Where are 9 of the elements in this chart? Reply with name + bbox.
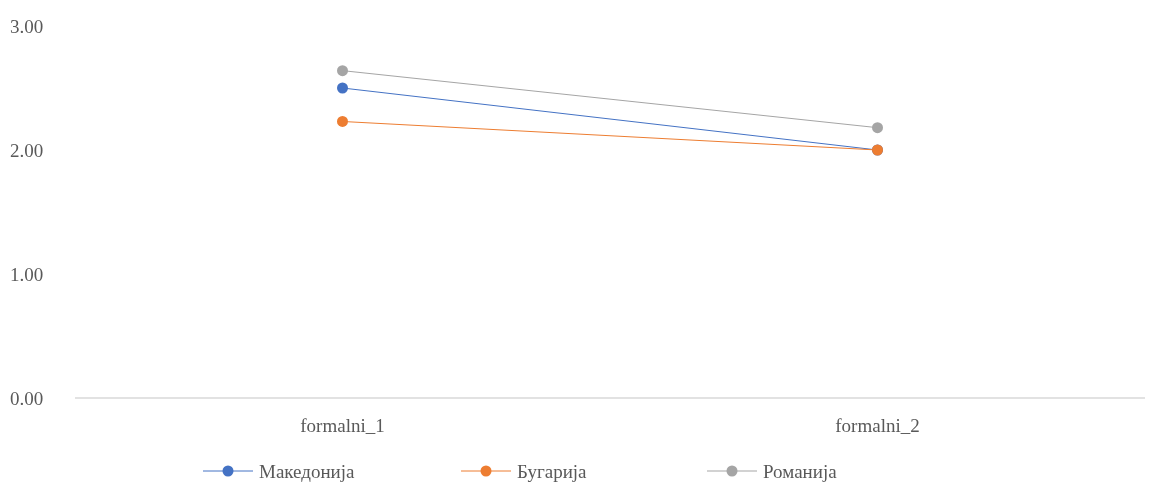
legend-label: Бугарија [517,460,588,482]
x-tick-label: formalni_1 [300,415,385,436]
legend-label: Романија [763,460,838,482]
y-tick-label: 3.00 [10,15,44,37]
x-tick-label: formalni_2 [835,415,920,436]
y-tick-label: 1.00 [10,263,44,285]
legend-label: Македонија [259,460,356,482]
y-tick-label: 2.00 [10,139,44,161]
y-tick-label: 0.00 [10,387,44,409]
